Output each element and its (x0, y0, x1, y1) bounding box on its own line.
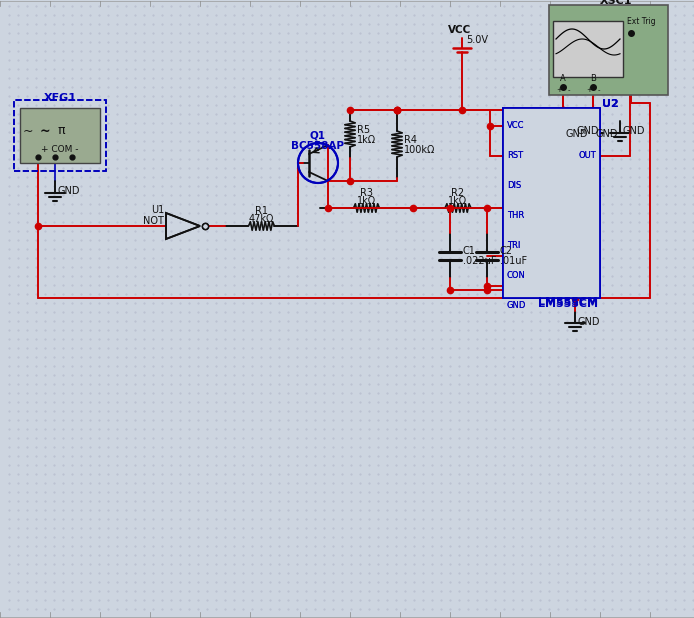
Text: GND: GND (577, 126, 600, 136)
Text: CON: CON (507, 271, 526, 281)
Bar (14, 100, 106, 171)
Text: GND: GND (507, 302, 526, 310)
Text: GND: GND (566, 129, 589, 139)
Text: 100kΩ: 100kΩ (404, 145, 435, 155)
Text: C1: C1 (463, 245, 476, 255)
Text: + COM -: + COM - (41, 145, 78, 154)
Text: NOT: NOT (143, 216, 164, 226)
Text: 47kΩ: 47kΩ (249, 214, 274, 224)
Text: THR: THR (507, 211, 524, 221)
Bar (20, 108, 100, 163)
Text: OUT: OUT (578, 151, 596, 161)
Bar (503, 108, 600, 298)
Text: OUT: OUT (578, 151, 596, 161)
Text: U2: U2 (602, 99, 619, 109)
Bar (549, 5, 668, 95)
Text: THR: THR (507, 211, 524, 221)
Text: ~: ~ (23, 124, 33, 137)
Text: TRI: TRI (507, 242, 520, 250)
Text: GND: GND (623, 126, 645, 136)
Text: GND: GND (507, 302, 526, 310)
Text: LM555CM: LM555CM (538, 299, 598, 309)
Text: .01uF: .01uF (500, 255, 527, 266)
Text: B: B (590, 74, 596, 83)
Text: DIS: DIS (507, 182, 521, 190)
Text: +: + (586, 87, 592, 93)
Text: ~: ~ (40, 124, 50, 137)
Text: Q1: Q1 (310, 131, 326, 141)
Text: 1kΩ: 1kΩ (448, 196, 468, 206)
Text: TRI: TRI (507, 242, 520, 250)
Text: VCC: VCC (507, 122, 525, 130)
Text: 1kΩ: 1kΩ (357, 135, 376, 145)
Text: CON: CON (507, 271, 526, 281)
Text: VCC: VCC (448, 25, 472, 35)
Text: -: - (568, 87, 570, 93)
Text: -: - (598, 87, 600, 93)
Text: RST: RST (507, 151, 523, 161)
Bar (14, 100, 106, 171)
Bar (503, 108, 600, 298)
Text: .022uF: .022uF (463, 255, 496, 266)
Text: 1kΩ: 1kΩ (357, 196, 376, 206)
Bar (553, 21, 623, 77)
Text: GND: GND (58, 186, 81, 196)
Text: RST: RST (507, 151, 523, 161)
Text: +: + (556, 87, 562, 93)
Text: C2: C2 (500, 245, 513, 255)
Text: GND: GND (578, 317, 600, 327)
Text: XSC1: XSC1 (600, 0, 632, 6)
Text: π: π (57, 124, 65, 137)
Text: Ext Trig: Ext Trig (627, 17, 656, 25)
Text: R4: R4 (404, 135, 417, 145)
Text: LM555CM: LM555CM (538, 297, 598, 307)
Text: U2: U2 (602, 99, 619, 109)
Text: R2: R2 (451, 188, 464, 198)
Text: U1: U1 (151, 205, 164, 215)
Text: A: A (560, 74, 566, 83)
Text: GND: GND (596, 129, 618, 139)
Text: XFG1: XFG1 (44, 93, 76, 103)
Text: VCC: VCC (507, 122, 525, 130)
Text: R1: R1 (255, 206, 268, 216)
Text: R5: R5 (357, 125, 370, 135)
Text: DIS: DIS (507, 182, 521, 190)
Text: 5.0V: 5.0V (466, 35, 488, 45)
Text: BC558AP: BC558AP (291, 141, 344, 151)
Text: R3: R3 (360, 188, 373, 198)
